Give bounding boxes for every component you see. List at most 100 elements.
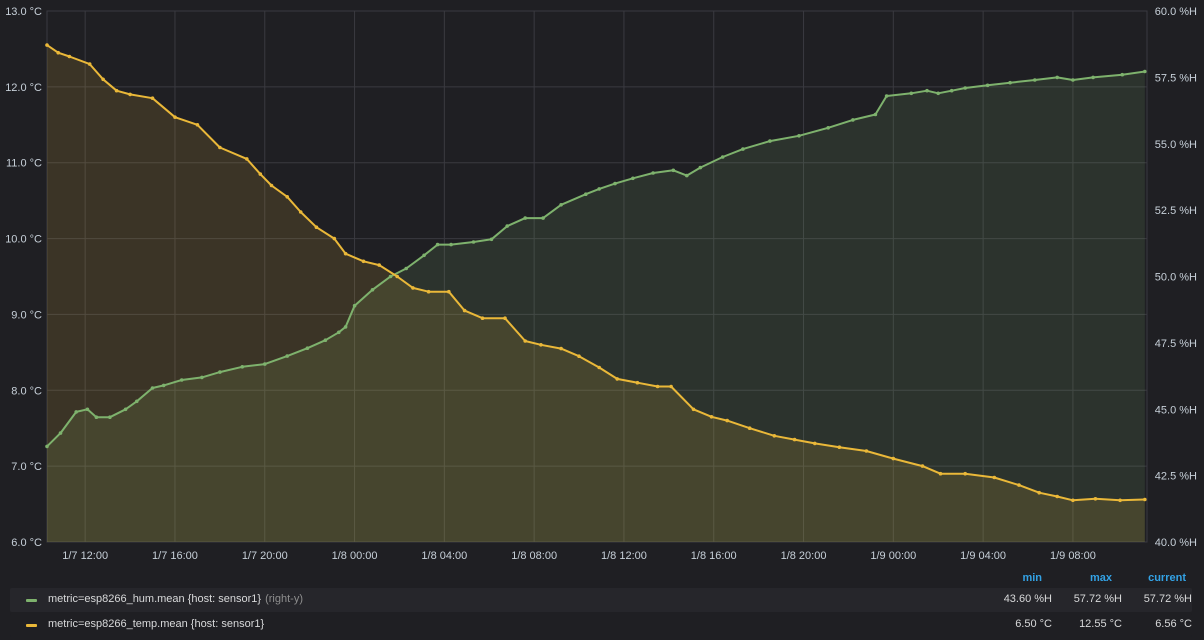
legend-header-min[interactable]: min [1022, 572, 1042, 584]
x-tick-label: 1/8 16:00 [691, 550, 737, 562]
y-left-tick-label: 10.0 °C [5, 234, 42, 246]
data-point-humidity [422, 253, 426, 258]
y-axis-right-labels: 40.0 %H 42.5 %H 45.0 %H 47.5 %H 50.0 %H 52.5 … [1155, 6, 1197, 549]
data-point-humidity [685, 173, 689, 178]
data-point-temperature [1017, 483, 1021, 487]
legend-max-temperature: 12.55 °C [1079, 618, 1122, 630]
data-point-humidity [559, 203, 563, 207]
data-point-humidity [343, 325, 348, 329]
data-point-temperature [792, 437, 797, 442]
data-point-humidity [873, 112, 878, 117]
y-left-tick-label: 13.0 °C [5, 6, 42, 18]
data-point-humidity [58, 431, 63, 435]
data-point-humidity [135, 399, 139, 404]
y-left-tick-label: 6.0 °C [11, 537, 42, 549]
data-point-humidity [449, 242, 453, 247]
y-right-tick-label: 57.5 %H [1155, 72, 1197, 84]
data-point-humidity [523, 216, 527, 220]
data-point-humidity [884, 94, 889, 98]
data-point-temperature [298, 210, 303, 214]
timeseries-chart: 6.0 °C 7.0 °C 8.0 °C 9.0 °C 10.0 °C 11.0 °C 12… [5, 6, 1197, 562]
x-tick-label: 1/8 12:00 [601, 550, 647, 562]
series-lines [46, 44, 1145, 502]
data-point-temperature [361, 259, 366, 264]
data-point-humidity [94, 415, 99, 420]
data-point-temperature [938, 471, 943, 476]
data-point-humidity [541, 216, 545, 220]
data-point-temperature [447, 289, 451, 294]
data-point-humidity [263, 362, 267, 366]
data-point-humidity [45, 444, 49, 449]
data-point-temperature [1071, 498, 1075, 503]
legend-swatch-humidity[interactable] [26, 599, 37, 602]
data-point-humidity [1055, 75, 1059, 80]
data-point-humidity [1071, 78, 1075, 82]
legend-label-humidity[interactable]: metric=esp8266_hum.mean {host: sensor1}(… [48, 593, 303, 605]
legend-row-humidity[interactable]: metric=esp8266_hum.mean {host: sensor1}(… [10, 588, 1192, 612]
legend-swatch-temperature[interactable] [26, 624, 37, 627]
data-point-temperature [377, 263, 382, 267]
data-point-humidity [1033, 78, 1037, 82]
data-point-humidity [388, 274, 393, 279]
data-point-temperature [725, 418, 729, 423]
data-point-humidity [698, 165, 703, 170]
x-tick-label: 1/8 20:00 [781, 550, 827, 562]
data-point-temperature [101, 77, 105, 82]
x-tick-label: 1/9 00:00 [870, 550, 916, 562]
y-left-tick-label: 11.0 °C [6, 158, 42, 170]
data-point-temperature [1055, 494, 1059, 499]
data-point-humidity [200, 375, 204, 380]
data-point-temperature [411, 286, 415, 290]
data-point-temperature [539, 343, 543, 347]
data-point-temperature [343, 251, 348, 256]
x-tick-label: 1/8 04:00 [421, 550, 467, 562]
line-temperature [46, 44, 1145, 502]
data-point-temperature [87, 62, 92, 66]
area-temperature [47, 45, 1145, 542]
line-humidity [46, 70, 1145, 448]
data-point-temperature [1037, 490, 1041, 495]
legend-min-temperature: 6.50 °C [1015, 618, 1052, 630]
data-point-temperature [426, 289, 431, 294]
data-point-temperature [503, 316, 507, 321]
data-point-humidity [985, 83, 990, 88]
data-point-humidity [720, 155, 725, 159]
data-point-humidity [651, 171, 655, 175]
data-point-humidity [1120, 72, 1125, 77]
data-point-temperature [523, 339, 527, 343]
data-point-temperature [173, 115, 177, 119]
x-tick-label: 1/9 08:00 [1050, 550, 1096, 562]
data-point-humidity [963, 86, 967, 90]
data-point-humidity [1143, 69, 1147, 74]
legend-header-max[interactable]: max [1089, 572, 1112, 584]
data-point-humidity [826, 126, 830, 130]
y-axis-left-labels: 6.0 °C 7.0 °C 8.0 °C 9.0 °C 10.0 °C 11.0 °C 12… [5, 6, 42, 549]
legend-current-temperature: 6.56 °C [1155, 618, 1192, 630]
legend-label-temperature[interactable]: metric=esp8266_temp.mean {host: sensor1} [48, 618, 265, 630]
legend-header-current[interactable]: current [1148, 572, 1186, 584]
y-left-tick-label: 7.0 °C [11, 461, 42, 473]
data-point-humidity [435, 242, 440, 247]
data-point-humidity [305, 346, 310, 351]
data-point-temperature [577, 354, 581, 359]
data-point-temperature [332, 236, 337, 241]
data-point-humidity [1091, 75, 1095, 80]
data-point-humidity [741, 147, 745, 151]
y-left-tick-label: 9.0 °C [11, 309, 42, 321]
data-point-temperature [218, 145, 222, 150]
data-point-humidity [631, 176, 635, 181]
data-point-temperature [813, 441, 817, 446]
y-right-tick-label: 52.5 %H [1155, 205, 1197, 217]
data-point-humidity [925, 88, 929, 93]
data-point-temperature [864, 449, 869, 453]
data-point-temperature [655, 384, 660, 389]
data-point-humidity [671, 168, 676, 173]
data-point-temperature [462, 308, 467, 313]
data-point-humidity [285, 354, 290, 358]
legend-row-temperature[interactable]: metric=esp8266_temp.mean {host: sensor1}… [10, 613, 1192, 637]
series-points [45, 43, 1147, 503]
legend-axis-note: (right-y) [265, 593, 303, 605]
data-point-humidity [797, 134, 801, 138]
data-point-temperature [128, 92, 132, 97]
data-point-temperature [1118, 498, 1122, 503]
